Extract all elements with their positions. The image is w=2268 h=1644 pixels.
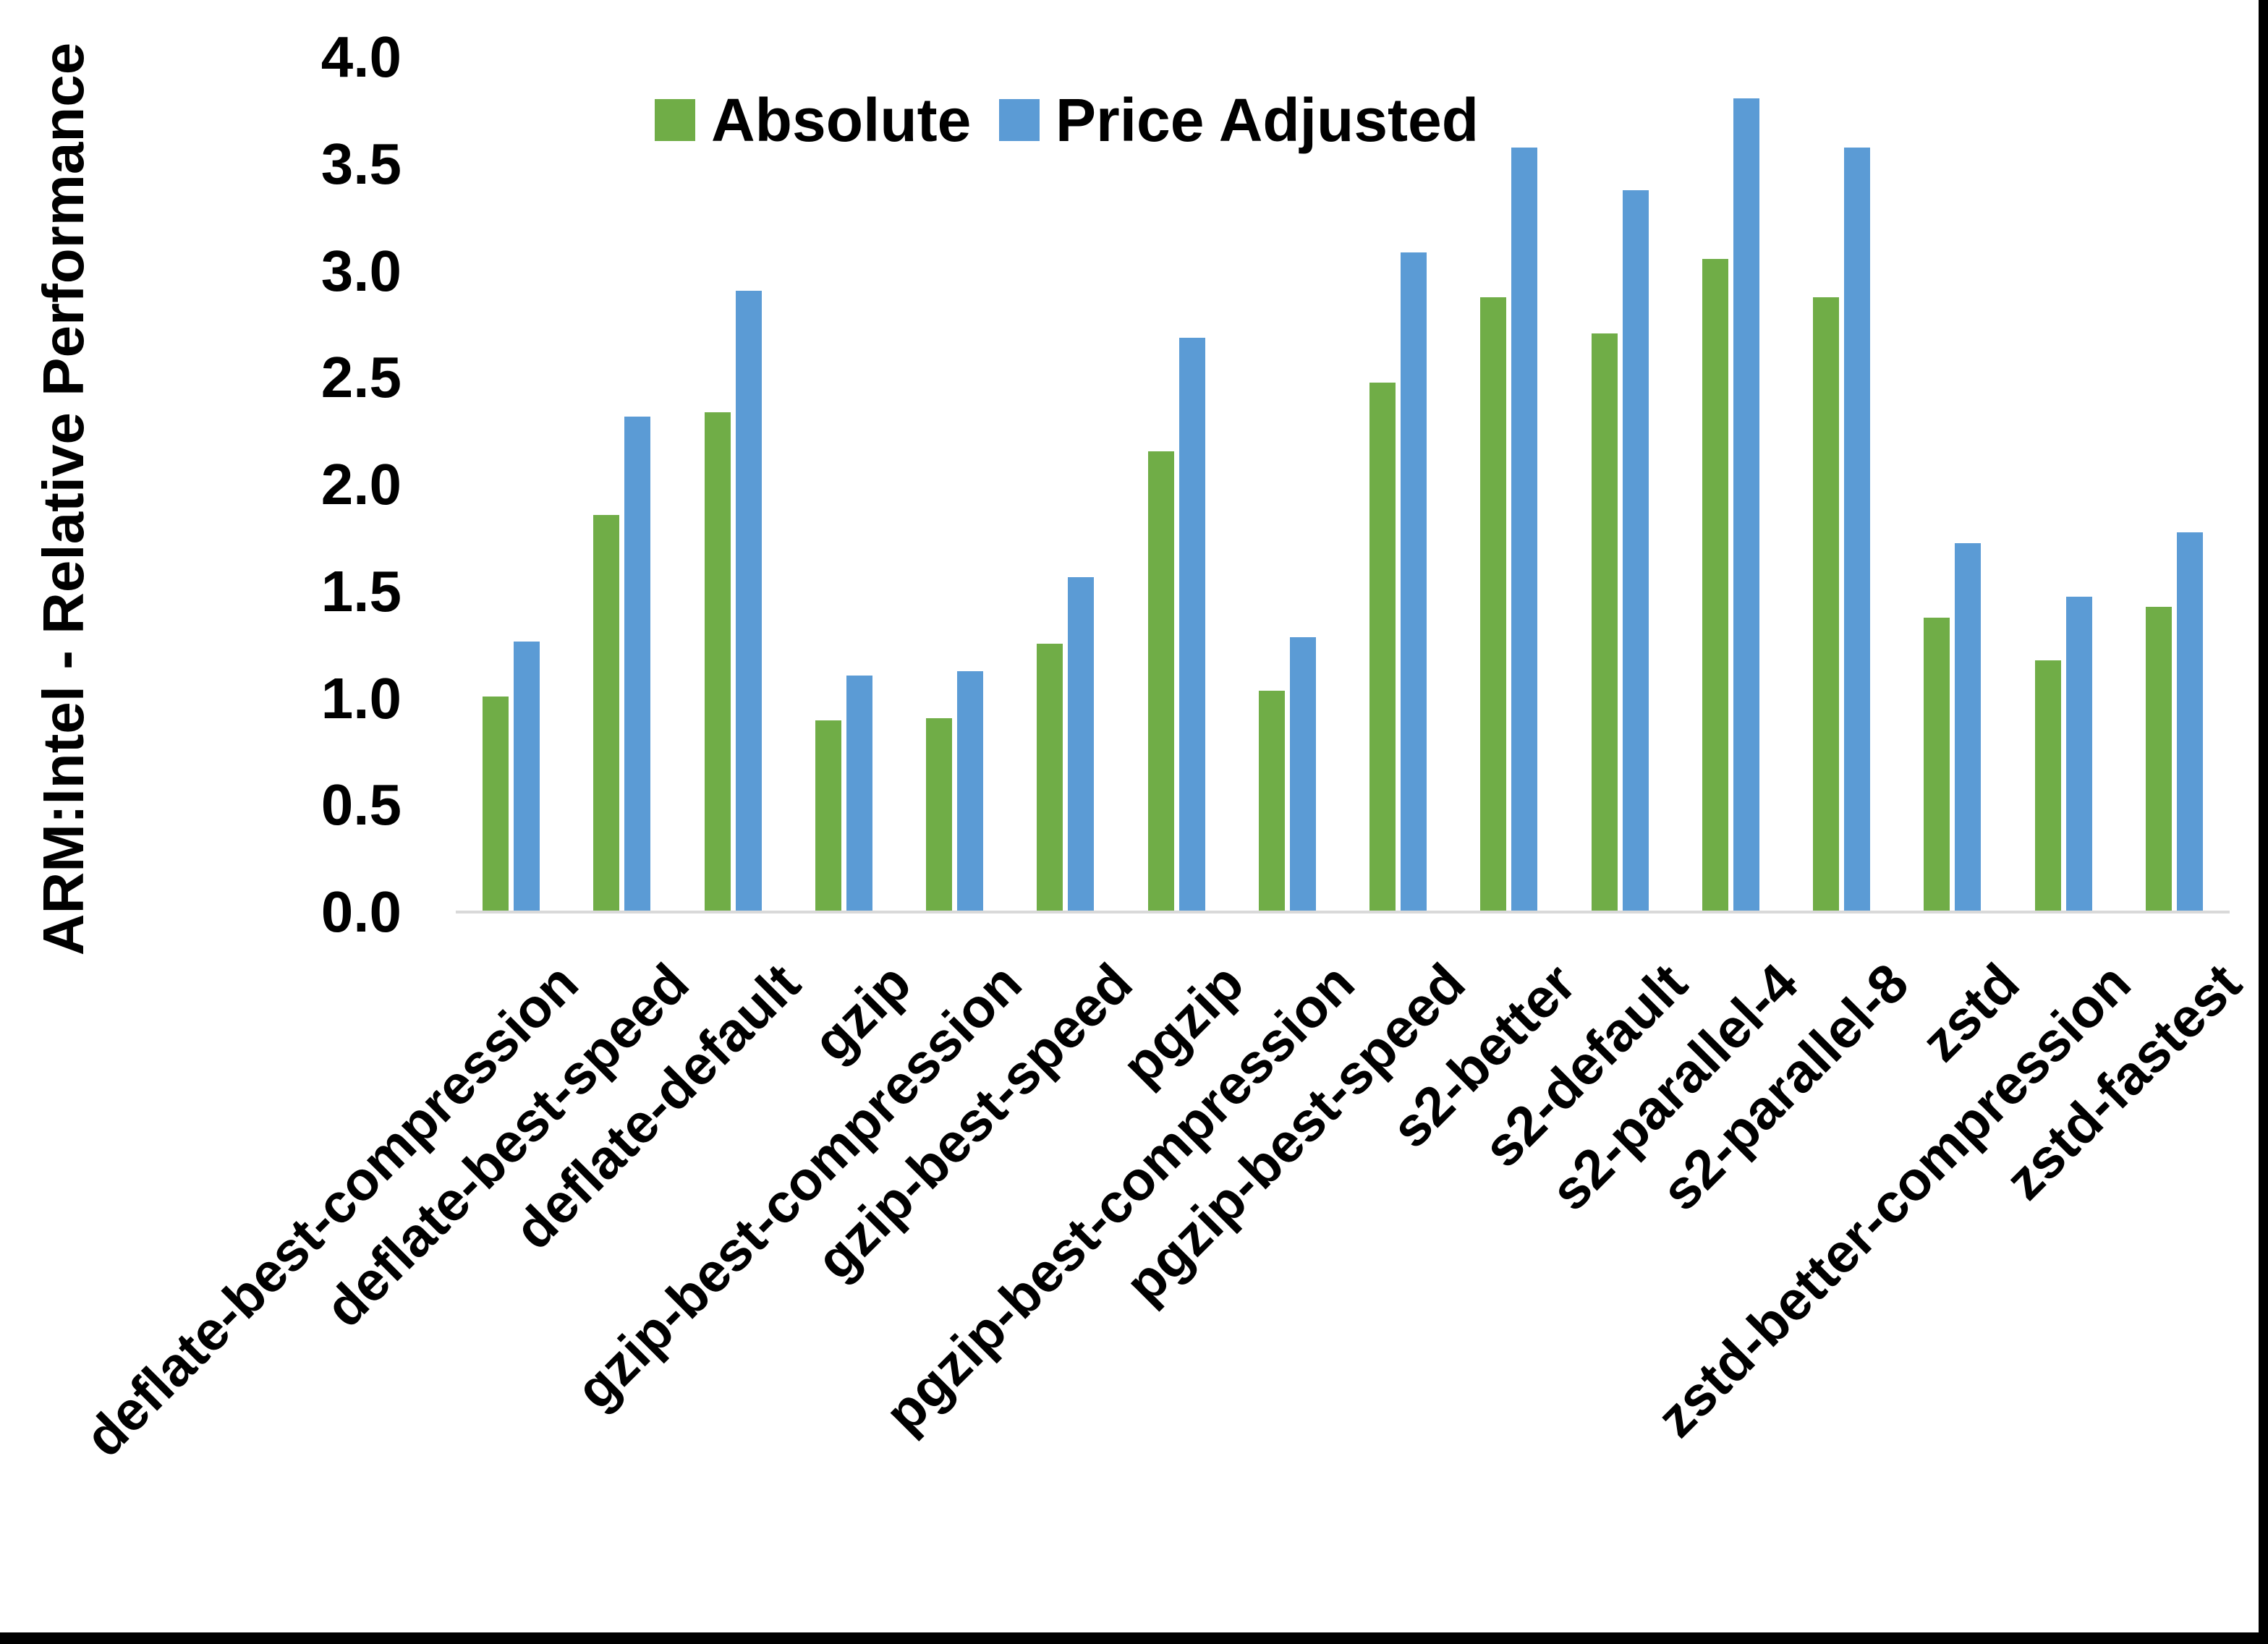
y-tick-label-4.0: 4.0	[320, 25, 402, 89]
bar-price-adjusted-zstd-fastest	[2177, 532, 2203, 911]
bar-absolute-zstd-fastest	[2146, 607, 2172, 911]
legend-swatch-absolute	[655, 99, 695, 141]
legend-swatch-price-adjusted	[999, 99, 1040, 141]
legend-item-price-adjusted: Price Adjusted	[999, 80, 1479, 161]
bar-absolute-zstd-better-compression	[2035, 660, 2061, 911]
y-tick-label-1.5: 1.5	[320, 558, 402, 623]
bar-absolute-gzip-best-compression	[926, 718, 952, 911]
y-tick-label-0.5: 0.5	[320, 772, 402, 838]
frame-border-right	[2259, 0, 2268, 1644]
y-tick-label-3.0: 3.0	[320, 238, 402, 303]
legend-item-absolute: Absolute	[655, 80, 971, 161]
bar-price-adjusted-s2-parallel-4	[1733, 98, 1759, 911]
bar-price-adjusted-zstd-better-compression	[2066, 597, 2092, 911]
bar-absolute-pgzip	[1148, 451, 1174, 911]
bar-absolute-gzip-best-speed	[1037, 644, 1063, 911]
bar-price-adjusted-gzip	[846, 676, 872, 911]
bar-absolute-zstd	[1924, 618, 1950, 911]
bar-absolute-pgzip-best-compression	[1259, 691, 1285, 911]
legend-label-price-adjusted: Price Adjusted	[1056, 86, 1479, 154]
bar-price-adjusted-s2-better	[1511, 148, 1537, 911]
legend-label-absolute: Absolute	[711, 86, 972, 154]
bar-price-adjusted-pgzip	[1179, 338, 1205, 911]
bar-price-adjusted-deflate-best-compression	[514, 642, 540, 911]
bar-absolute-gzip	[815, 720, 841, 911]
bar-absolute-s2-parallel-4	[1702, 259, 1728, 911]
bar-absolute-deflate-default	[705, 412, 731, 911]
bar-price-adjusted-zstd	[1955, 543, 1981, 911]
legend: Absolute Price Adjusted	[0, 80, 2268, 166]
bar-price-adjusted-deflate-default	[736, 291, 762, 911]
bar-price-adjusted-gzip-best-speed	[1068, 577, 1094, 911]
bar-absolute-deflate-best-speed	[593, 515, 619, 911]
bar-price-adjusted-gzip-best-compression	[957, 671, 983, 911]
y-tick-label-2.0: 2.0	[320, 452, 402, 516]
y-tick-label-3.5: 3.5	[320, 131, 402, 196]
bar-price-adjusted-deflate-best-speed	[624, 417, 650, 911]
bar-absolute-deflate-best-compression	[483, 697, 509, 911]
bar-price-adjusted-s2-default	[1623, 190, 1649, 911]
bar-absolute-s2-parallel-8	[1813, 297, 1839, 911]
y-tick-label-2.5: 2.5	[320, 345, 402, 410]
y-tick-label-0.0: 0.0	[320, 880, 402, 944]
bar-absolute-s2-default	[1592, 333, 1618, 911]
frame-border-bottom	[0, 1632, 2268, 1644]
x-axis-line	[456, 911, 2230, 913]
bar-price-adjusted-pgzip-best-speed	[1401, 252, 1427, 911]
bar-price-adjusted-s2-parallel-8	[1844, 148, 1870, 911]
bar-absolute-s2-better	[1480, 297, 1506, 911]
bar-price-adjusted-pgzip-best-compression	[1290, 637, 1316, 911]
y-tick-label-1.0: 1.0	[320, 665, 402, 731]
bar-absolute-pgzip-best-speed	[1369, 383, 1396, 911]
